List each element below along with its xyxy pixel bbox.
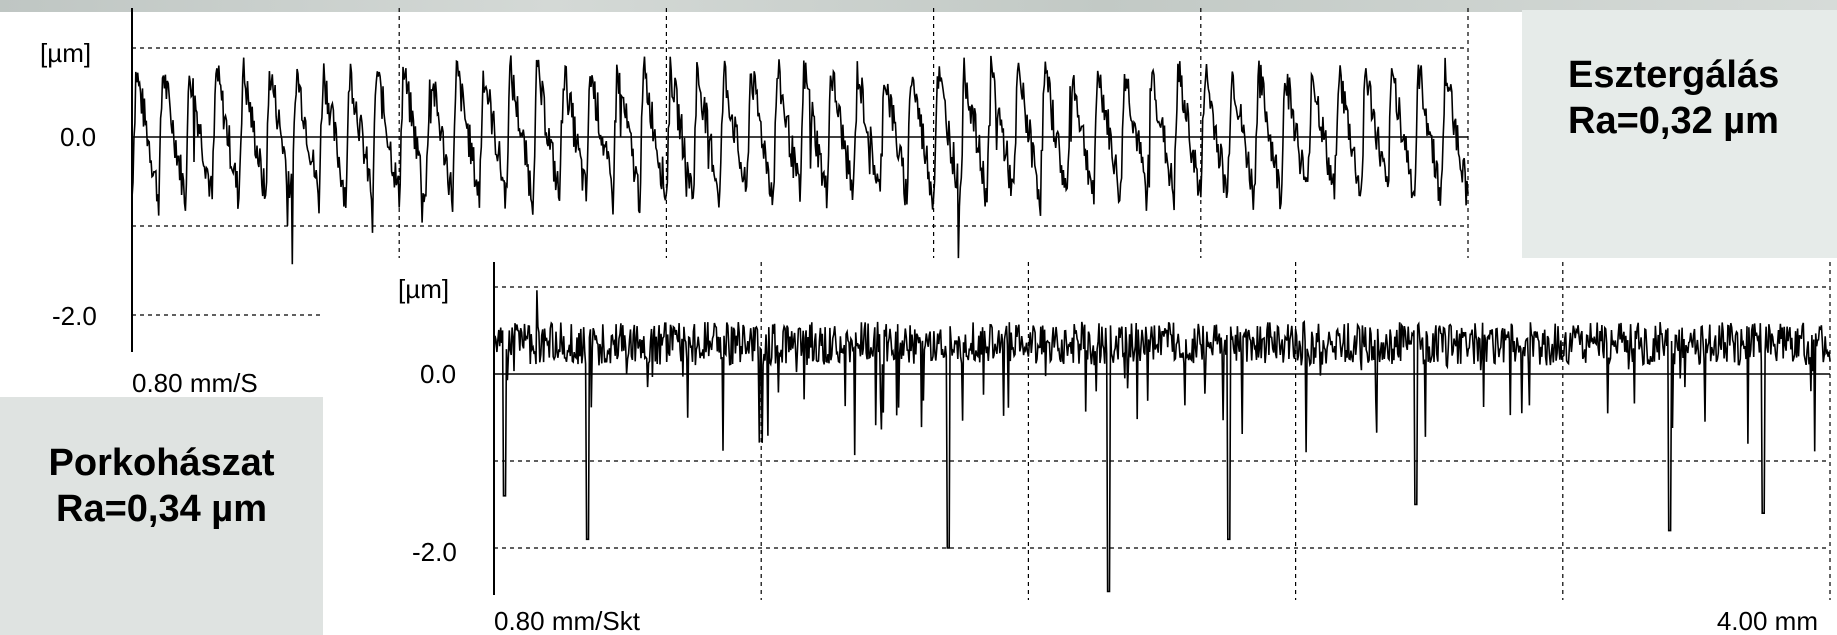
bottom-ytick-1: -2.0 bbox=[412, 537, 457, 567]
bottom-grid bbox=[494, 262, 1831, 600]
chart-turning: [µm] 0.0 -2.0 0.80 mm/S bbox=[40, 8, 1469, 398]
turning-title: Esztergálás bbox=[1568, 54, 1780, 96]
chart-powder-metallurgy: [µm] 0.0 -2.0 0.80 mm/Skt 4.00 mm bbox=[398, 262, 1831, 635]
turning-ra: Ra=0,32 µm bbox=[1568, 100, 1779, 142]
top-annotation-panel bbox=[1522, 10, 1837, 258]
top-ylabel: [µm] bbox=[40, 38, 91, 68]
turning-annotation: Esztergálás Ra=0,32 µm bbox=[1568, 52, 1779, 144]
top-grid bbox=[132, 8, 1469, 316]
powder-annotation: Porkohászat Ra=0,34 µm bbox=[0, 440, 323, 532]
top-profile-line bbox=[131, 55, 1469, 265]
bottom-ytick-0: 0.0 bbox=[420, 359, 456, 389]
bottom-xend-label: 4.00 mm bbox=[1717, 606, 1818, 635]
powder-title: Porkohászat bbox=[48, 442, 275, 484]
top-xscale-label: 0.80 mm/S bbox=[132, 368, 258, 398]
bottom-chart-panel bbox=[323, 258, 1837, 635]
top-ytick-0: 0.0 bbox=[60, 122, 96, 152]
bottom-ylabel: [µm] bbox=[398, 274, 449, 304]
bottom-profile-line bbox=[493, 290, 1831, 593]
top-ytick-1: -2.0 bbox=[52, 301, 97, 331]
bottom-annotation-panel bbox=[0, 397, 323, 635]
powder-ra: Ra=0,34 µm bbox=[56, 488, 267, 530]
bottom-xscale-label: 0.80 mm/Skt bbox=[494, 606, 641, 635]
